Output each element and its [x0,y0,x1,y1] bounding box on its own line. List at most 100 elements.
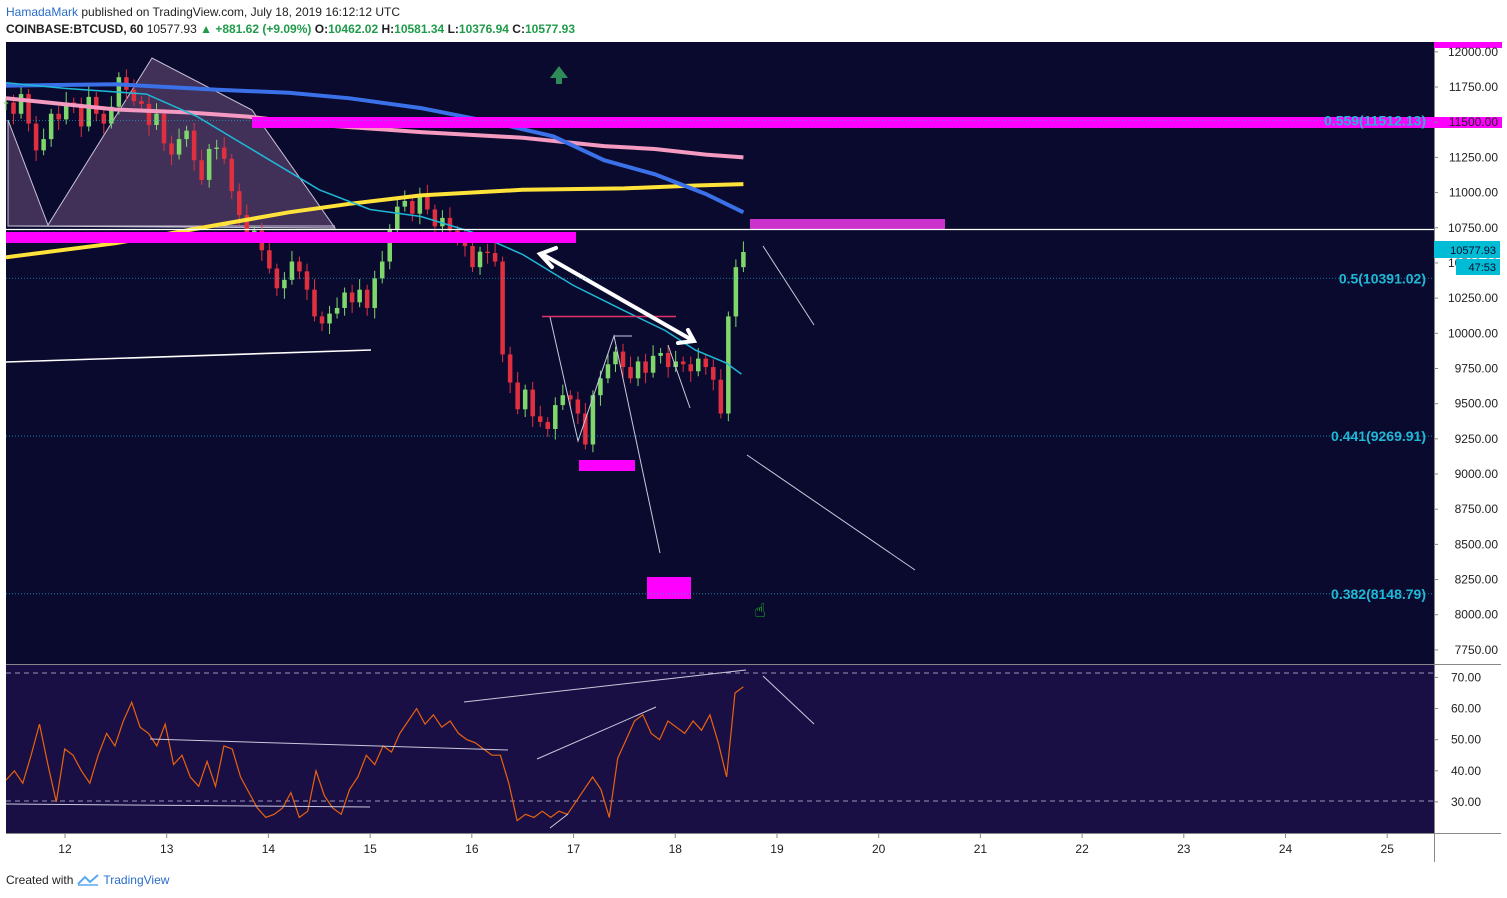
close-value: 10577.93 [524,22,576,36]
tradingview-logo-icon [77,874,100,886]
candle-body [425,195,430,210]
candle-body [18,94,24,114]
candle-body [485,251,490,254]
chart-area[interactable]: ☝ 0.559(11512.13) 0.5(10391.02) 0.441(9269… [0,40,1507,863]
candle-body [379,261,385,279]
rsi-tick-label: 30.00 [1451,795,1481,809]
rsi-line [5,686,744,822]
candle-body [191,130,197,161]
candle-body [63,102,69,120]
price-tick-label: 11500.00 [1449,115,1498,129]
candle-body [139,101,144,104]
author-link[interactable]: HamadaMark [6,5,79,19]
candle-body [78,105,84,127]
candle-body [33,123,39,151]
x-tick-label: 21 [974,842,988,856]
fib-label: 0.441(9269.91) [1331,428,1426,444]
candle-body [319,316,325,324]
top-marker [1434,42,1502,48]
candle-body [628,367,633,379]
x-tick-label: 12 [58,842,72,856]
candle-countdown: 47:53 [1468,262,1496,274]
price-tick-label: 9000.00 [1455,467,1499,481]
price-tick-label: 9750.00 [1455,361,1499,375]
low-label: L: [447,22,459,36]
ma-pink-line [5,96,744,160]
x-tick-label: 22 [1075,842,1089,856]
price-tick-label: 8750.00 [1455,502,1499,516]
candle-body [432,209,438,227]
candle-body [297,261,302,272]
candle-body [583,413,588,445]
candle-body [440,217,445,227]
candle-body [598,378,603,396]
trend-line-white [5,349,372,363]
main-arrow [536,246,698,345]
x-tick-label: 17 [567,842,581,856]
high-label: H: [381,22,395,36]
fib-label: 0.5(10391.02) [1339,270,1426,286]
candle-body [500,261,505,355]
x-tick-label: 24 [1279,842,1293,856]
price-tick-label: 10000.00 [1448,326,1498,340]
candle-body [650,355,656,373]
candle-body [289,261,295,280]
ohlc-info: COINBASE:BTCUSD, 60 10577.93 ▲ +881.62 (… [6,22,575,36]
candle-body [334,307,340,314]
candle-body [410,201,415,214]
x-tick-label: 23 [1177,842,1191,856]
candle-body [613,351,618,365]
x-tick-label: 20 [872,842,886,856]
candle-body [154,113,159,126]
footer-text: Created with [6,873,74,887]
candle-body [695,358,701,372]
open-value: 10462.02 [328,22,379,36]
time-axis [6,834,1434,862]
price-tick-label: 11000.00 [1449,186,1498,200]
x-tick-label: 16 [465,842,479,856]
price-tick-label: 10250.00 [1448,291,1498,305]
candle-body [41,139,46,151]
candle-body [214,147,219,149]
open-label: O: [314,22,329,36]
candle-body [304,271,310,290]
x-tick-label: 18 [669,842,683,856]
ma-cyan-line [5,82,742,375]
candle-body [553,405,558,429]
candle-body [94,96,99,114]
candle-body [605,364,611,379]
symbol-label: COINBASE:BTCUSD, 60 [6,22,144,36]
x-axis: 12 13 14 15 16 17 18 19 20 21 22 23 24 25 [58,834,1394,856]
price-tick-label: 9250.00 [1455,432,1499,446]
candle-body [568,395,573,400]
support-zone-1 [579,460,635,471]
candle-body [372,278,377,308]
candle-body [48,113,54,140]
fib-label: 0.559(11512.13) [1324,113,1426,129]
rsi-tick-label: 70.00 [1451,670,1481,684]
ma-blue-line [5,82,745,215]
candle-body [515,382,520,410]
candle-body [718,379,724,414]
up-arrow-icon [550,66,568,84]
candle-body [206,148,212,180]
candle-body [447,217,453,231]
candle-body [267,250,272,269]
last-price-marker: 10577.93 47:53 [1434,241,1500,275]
candle-body [357,289,362,303]
candle-body [176,139,182,155]
candle-body [199,160,204,180]
price-pane [6,42,1434,664]
tradingview-link[interactable]: TradingView [103,873,170,887]
candle-body [282,279,287,289]
price-change: ▲ +881.62 (+9.09%) [200,22,312,36]
candle-body [711,367,716,380]
candle-body [470,246,475,268]
publish-info: HamadaMark published on TradingView.com,… [6,5,400,19]
candle-body [327,313,332,324]
candle-body [530,389,535,417]
candle-body [169,143,174,155]
price-tick-label: 11250.00 [1449,150,1498,164]
price-axis: 12000.00 11750.00 11500.00 11250.00 11000.00… [1434,45,1498,657]
close-label: C: [512,22,525,36]
